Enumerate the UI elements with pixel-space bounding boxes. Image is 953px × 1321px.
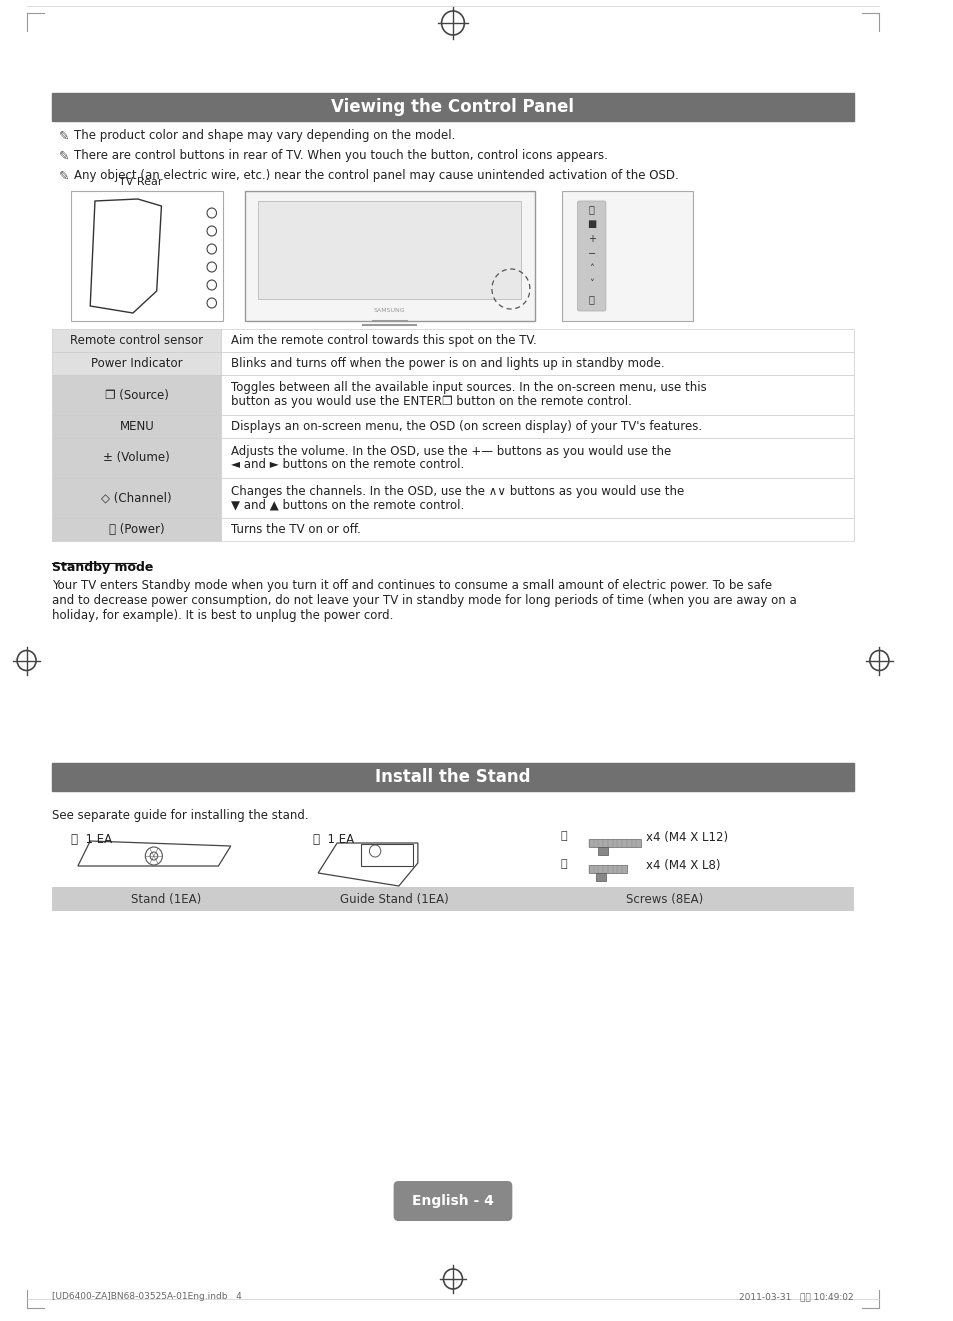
Bar [221, 351, 853, 375]
Text: ✎: ✎ [59, 169, 70, 182]
Bar [52, 439, 221, 478]
Text: Blinks and turns off when the power is on and lights up in standby mode.: Blinks and turns off when the power is o… [231, 357, 663, 370]
Text: −: − [587, 248, 595, 259]
Text: Screws (8EA): Screws (8EA) [625, 893, 702, 905]
Bar [598, 847, 607, 855]
Text: English - 4: English - 4 [412, 1194, 494, 1207]
Text: ◇ (Channel): ◇ (Channel) [101, 491, 172, 505]
Bar [588, 865, 626, 873]
Bar [52, 375, 221, 415]
Bar [52, 478, 221, 518]
Text: ◄ and ► buttons on the remote control.: ◄ and ► buttons on the remote control. [231, 458, 463, 472]
Bar [52, 415, 221, 439]
Text: Ⓐ  1 EA: Ⓐ 1 EA [71, 834, 112, 845]
Text: ■: ■ [586, 219, 596, 229]
Text: Changes the channels. In the OSD, use the ∧∨ buttons as you would use the: Changes the channels. In the OSD, use th… [231, 485, 683, 498]
Bar [221, 329, 853, 351]
Bar [588, 839, 640, 847]
Text: ⬛: ⬛ [588, 203, 594, 214]
Bar [221, 518, 853, 542]
Bar [561, 192, 693, 321]
Bar [258, 201, 521, 299]
Text: ⏻ (Power): ⏻ (Power) [109, 523, 164, 536]
Bar [221, 375, 853, 415]
Bar [52, 886, 853, 911]
Text: Ⓒ: Ⓒ [559, 831, 566, 841]
Text: See separate guide for installing the stand.: See separate guide for installing the st… [52, 808, 309, 822]
Text: The product color and shape may vary depending on the model.: The product color and shape may vary dep… [74, 129, 455, 143]
Bar [52, 329, 221, 351]
Bar [71, 192, 223, 321]
FancyBboxPatch shape [394, 1181, 512, 1221]
Bar [52, 764, 853, 791]
Text: 2011-03-31   오전 10:49:02: 2011-03-31 오전 10:49:02 [739, 1292, 853, 1301]
Text: Install the Stand: Install the Stand [375, 768, 530, 786]
Text: ⏻: ⏻ [588, 295, 594, 304]
Text: Aim the remote control towards this spot on the TV.: Aim the remote control towards this spot… [231, 334, 536, 347]
Text: Power Indicator: Power Indicator [91, 357, 182, 370]
Bar [221, 439, 853, 478]
Text: TV Rear: TV Rear [119, 177, 162, 188]
Bar [52, 92, 853, 122]
Text: ˅: ˅ [589, 279, 594, 289]
Text: button as you would use the ENTER❐ button on the remote control.: button as you would use the ENTER❐ butto… [231, 395, 631, 408]
Text: x4 (M4 X L12): x4 (M4 X L12) [645, 831, 727, 844]
Text: Your TV enters Standby mode when you turn it off and continues to consume a smal: Your TV enters Standby mode when you tur… [52, 579, 772, 592]
Text: ❐ (Source): ❐ (Source) [105, 388, 169, 402]
Text: Any object (an electric wire, etc.) near the control panel may cause unintended : Any object (an electric wire, etc.) near… [74, 169, 679, 182]
Text: Ⓑ  1 EA: Ⓑ 1 EA [313, 834, 355, 845]
Bar [360, 844, 413, 867]
Bar [245, 192, 534, 321]
FancyBboxPatch shape [577, 201, 605, 310]
Bar [221, 415, 853, 439]
Text: ± (Volume): ± (Volume) [103, 452, 170, 465]
Text: SAMSUNG: SAMSUNG [374, 309, 405, 313]
Text: Viewing the Control Panel: Viewing the Control Panel [331, 98, 574, 116]
Text: Standby mode: Standby mode [52, 561, 153, 575]
Text: ▼ and ▲ buttons on the remote control.: ▼ and ▲ buttons on the remote control. [231, 498, 463, 511]
Text: Stand (1EA): Stand (1EA) [131, 893, 201, 905]
Text: MENU: MENU [119, 420, 154, 433]
Text: +: + [587, 234, 595, 244]
Text: ✎: ✎ [59, 129, 70, 143]
Text: [UD6400-ZA]BN68-03525A-01Eng.indb   4: [UD6400-ZA]BN68-03525A-01Eng.indb 4 [52, 1292, 242, 1301]
Text: holiday, for example). It is best to unplug the power cord.: holiday, for example). It is best to unp… [52, 609, 394, 622]
Text: Toggles between all the available input sources. In the on-screen menu, use this: Toggles between all the available input … [231, 382, 706, 395]
Bar [52, 518, 221, 542]
Text: There are control buttons in rear of TV. When you touch the button, control icon: There are control buttons in rear of TV.… [74, 149, 607, 162]
Text: ˄: ˄ [589, 264, 594, 273]
Text: Remote control sensor: Remote control sensor [71, 334, 203, 347]
Text: x4 (M4 X L8): x4 (M4 X L8) [645, 859, 720, 872]
Text: Guide Stand (1EA): Guide Stand (1EA) [339, 893, 448, 905]
Text: Displays an on-screen menu, the OSD (on screen display) of your TV's features.: Displays an on-screen menu, the OSD (on … [231, 420, 701, 433]
Text: Adjusts the volume. In the OSD, use the +— buttons as you would use the: Adjusts the volume. In the OSD, use the … [231, 444, 670, 457]
Bar [221, 478, 853, 518]
Text: and to decrease power consumption, do not leave your TV in standby mode for long: and to decrease power consumption, do no… [52, 594, 796, 608]
Text: Turns the TV on or off.: Turns the TV on or off. [231, 523, 360, 536]
Text: ✎: ✎ [59, 149, 70, 162]
Text: Ⓓ: Ⓓ [559, 859, 566, 869]
Bar [596, 873, 605, 881]
Bar [52, 351, 221, 375]
